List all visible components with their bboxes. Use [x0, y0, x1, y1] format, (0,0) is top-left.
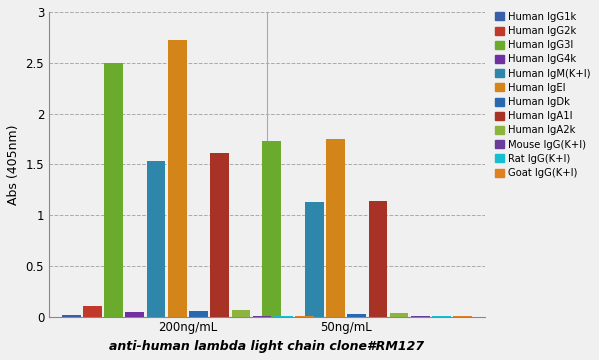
Bar [104, 63, 123, 317]
Bar [262, 141, 281, 317]
Bar [168, 40, 187, 317]
Bar [62, 315, 80, 317]
Bar [453, 316, 472, 317]
Bar [189, 311, 208, 317]
Bar [347, 314, 366, 317]
Bar [83, 306, 102, 317]
Legend: Human IgG1k, Human IgG2k, Human IgG3l, Human IgG4k, Human IgM(K+l), Human IgEl, : Human IgG1k, Human IgG2k, Human IgG3l, H… [494, 11, 592, 179]
Bar [125, 311, 144, 317]
Bar [295, 316, 314, 317]
Bar [305, 202, 323, 317]
X-axis label: anti-human lambda light chain clone#RM127: anti-human lambda light chain clone#RM12… [110, 340, 425, 353]
Bar [210, 153, 229, 317]
Bar [432, 316, 451, 317]
Bar [411, 316, 429, 317]
Bar [274, 316, 293, 317]
Bar [390, 312, 409, 317]
Bar [232, 310, 250, 317]
Bar [368, 201, 387, 317]
Y-axis label: Abs (405nm): Abs (405nm) [7, 124, 20, 204]
Bar [147, 161, 165, 317]
Bar [253, 316, 271, 317]
Bar [326, 139, 345, 317]
